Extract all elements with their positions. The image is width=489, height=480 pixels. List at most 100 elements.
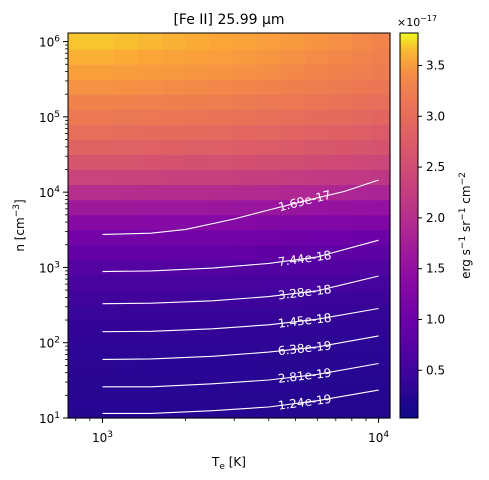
heatmap-cell <box>162 169 186 186</box>
heatmap-cell <box>280 335 306 351</box>
heatmap-cell <box>68 79 115 95</box>
heatmap-cell <box>305 214 330 231</box>
heatmap-cell <box>113 335 139 351</box>
heatmap-cell <box>209 184 235 201</box>
heatmap-cell <box>209 335 235 351</box>
heatmap-cell <box>305 49 330 65</box>
heatmap-cell <box>185 365 210 381</box>
heatmap-cell <box>209 169 235 186</box>
heatmap-cell <box>137 199 163 216</box>
heatmap-cell <box>233 320 258 336</box>
heatmap <box>68 33 391 419</box>
heatmap-cell <box>233 229 258 246</box>
contour-line <box>102 179 379 235</box>
heatmap-cell <box>257 350 282 366</box>
heatmap-cell <box>352 410 372 419</box>
heatmap-cell <box>162 274 186 291</box>
heatmap-cell <box>329 33 353 50</box>
heatmap-cell <box>162 320 186 336</box>
heatmap-cell <box>257 169 282 186</box>
heatmap-cell <box>68 335 115 351</box>
heatmap-cell <box>305 94 330 110</box>
heatmap-cell <box>185 335 210 351</box>
heatmap-cell <box>305 380 330 396</box>
heatmap-cell <box>137 184 163 201</box>
heatmap-cell <box>257 64 282 80</box>
heatmap-cell <box>113 184 139 201</box>
heatmap-cell <box>185 259 210 276</box>
colorbar-tick-label: 3.5 <box>426 59 445 73</box>
heatmap-cell <box>233 154 258 171</box>
heatmap-cell <box>209 49 235 65</box>
heatmap-cell <box>185 169 210 186</box>
x-tick-label: 103 <box>92 430 113 445</box>
y-tick-label: 105 <box>39 110 60 125</box>
heatmap-cell <box>113 229 139 246</box>
contour-line <box>102 239 379 273</box>
heatmap-cell <box>113 350 139 366</box>
heatmap-cell <box>280 109 306 126</box>
heatmap-cell <box>185 214 210 231</box>
heatmap-cell <box>233 350 258 366</box>
heatmap-cell <box>233 79 258 95</box>
heatmap-cell <box>280 395 306 411</box>
heatmap-cell <box>233 259 258 276</box>
heatmap-cell <box>209 33 235 50</box>
heatmap-cell <box>370 320 391 336</box>
heatmap-cell <box>162 229 186 246</box>
heatmap-cell <box>280 274 306 291</box>
heatmap-cell <box>68 244 115 261</box>
heatmap-cell <box>352 184 372 201</box>
heatmap-cell <box>305 350 330 366</box>
heatmap-cell <box>68 184 115 201</box>
heatmap-cell <box>137 395 163 411</box>
heatmap-cell <box>370 274 391 291</box>
heatmap-cell <box>352 79 372 95</box>
heatmap-cell <box>233 244 258 261</box>
heatmap-cell <box>68 169 115 186</box>
heatmap-cell <box>162 380 186 396</box>
heatmap-cell <box>209 139 235 156</box>
heatmap-cell <box>137 350 163 366</box>
heatmap-cell <box>137 244 163 261</box>
contour-line <box>102 275 379 305</box>
heatmap-cell <box>233 395 258 411</box>
heatmap-cell <box>185 49 210 65</box>
contour-label: 1.45e-18 <box>277 311 332 331</box>
heatmap-cell <box>162 79 186 95</box>
heatmap-cell <box>137 139 163 156</box>
heatmap-cell <box>329 410 353 419</box>
heatmap-cell <box>209 109 235 126</box>
heatmap-cell <box>329 94 353 110</box>
heatmap-cell <box>329 229 353 246</box>
heatmap-cell <box>233 139 258 156</box>
heatmap-cell <box>68 94 115 110</box>
heatmap-cell <box>352 109 372 126</box>
heatmap-cell <box>352 350 372 366</box>
heatmap-cell <box>305 244 330 261</box>
heatmap-cell <box>68 410 115 419</box>
heatmap-cell <box>68 320 115 336</box>
heatmap-cell <box>280 229 306 246</box>
heatmap-cell <box>113 395 139 411</box>
heatmap-cell <box>113 244 139 261</box>
heatmap-cell <box>162 33 186 50</box>
heatmap-cell <box>280 350 306 366</box>
heatmap-cell <box>305 365 330 381</box>
heatmap-cell <box>137 259 163 276</box>
colorbar <box>399 32 419 419</box>
heatmap-cell <box>113 380 139 396</box>
heatmap-cell <box>257 274 282 291</box>
heatmap-cell <box>370 214 391 231</box>
heatmap-cell <box>185 64 210 80</box>
heatmap-cell <box>162 109 186 126</box>
heatmap-cell <box>305 199 330 216</box>
heatmap-cell <box>185 109 210 126</box>
heatmap-cell <box>162 305 186 321</box>
heatmap-cell <box>352 365 372 381</box>
heatmap-cell <box>257 154 282 171</box>
contour-lines: 1.24e-19 2.81e-19 6.38e-19 1.45e-18 3.28e-18… <box>102 179 379 414</box>
heatmap-cell <box>352 199 372 216</box>
heatmap-cell <box>329 395 353 411</box>
heatmap-cell <box>305 79 330 95</box>
